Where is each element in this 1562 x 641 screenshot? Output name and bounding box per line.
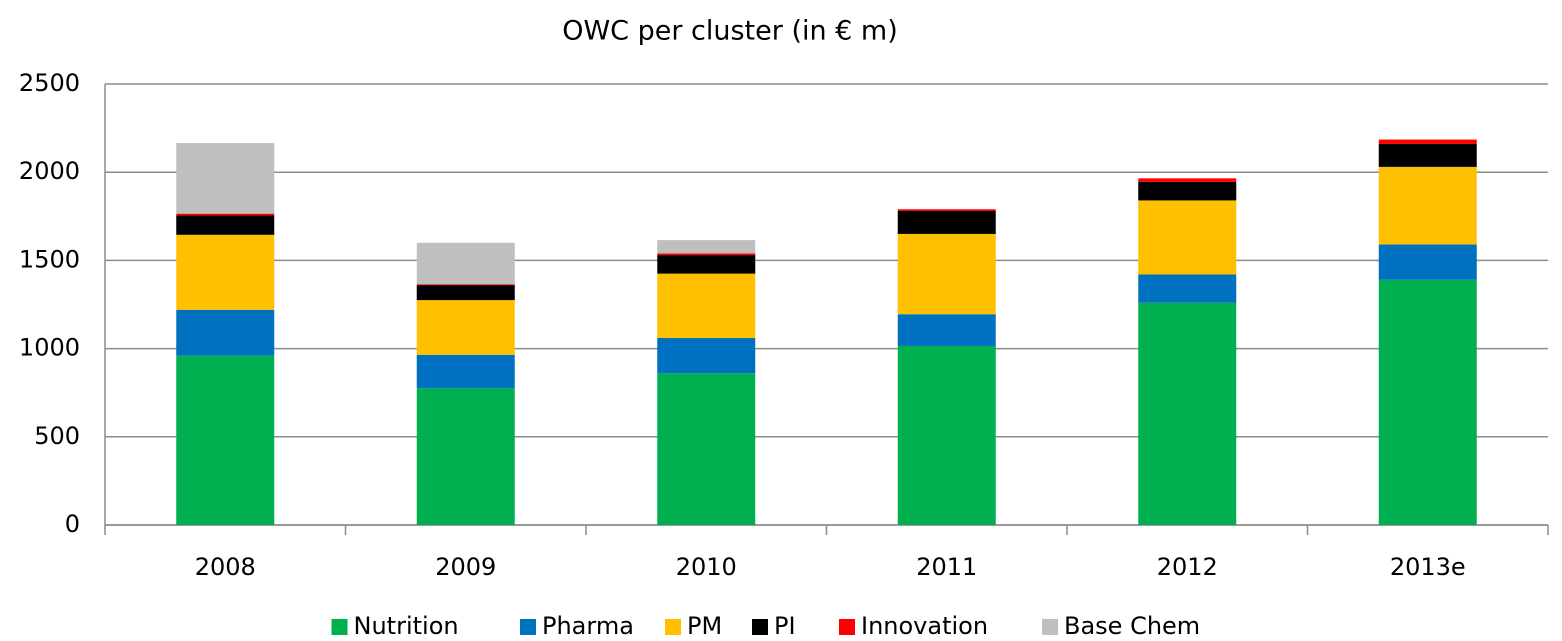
legend-swatch (665, 619, 681, 635)
bar-segment (176, 234, 275, 310)
bar-segment (657, 273, 756, 339)
bar-segment (897, 314, 996, 346)
bar-segment (1138, 302, 1237, 525)
bar-segment (416, 300, 515, 355)
legend-swatch (520, 619, 536, 635)
legend-label: Nutrition (354, 612, 459, 640)
bar-segment (176, 143, 275, 214)
legend-swatch (839, 619, 855, 635)
y-tick-label: 1500 (19, 245, 80, 273)
bar-segment (657, 253, 756, 256)
legend-swatch (331, 619, 348, 635)
x-tick-label: 2010 (676, 553, 737, 581)
legend-label: Innovation (861, 612, 988, 640)
bar-segment (1378, 244, 1477, 280)
x-tick-label: 2011 (916, 553, 977, 581)
bar-segment (416, 354, 515, 389)
bar-segment (1378, 279, 1477, 525)
y-tick-label: 500 (34, 422, 80, 450)
legend-swatch (752, 619, 768, 635)
legend-label: Base Chem (1064, 612, 1200, 640)
y-tick-label: 0 (65, 510, 80, 538)
bar-segment (897, 233, 996, 315)
bar-segment (1138, 181, 1237, 201)
y-tick-label: 1000 (19, 334, 80, 362)
x-tick-label: 2012 (1157, 553, 1218, 581)
legend-label: Pharma (542, 612, 634, 640)
bar-segment (897, 345, 996, 525)
bar-segment (1378, 166, 1477, 245)
bar-segment (1378, 143, 1477, 167)
bar-segment (416, 284, 515, 286)
chart-title: OWC per cluster (in € m) (562, 16, 898, 47)
bar-segment (657, 240, 756, 254)
x-tick-label: 2008 (195, 553, 256, 581)
bar-segment (897, 211, 996, 234)
legend-label: PI (774, 612, 796, 640)
y-tick-label: 2500 (19, 69, 80, 97)
bar-segment (1138, 178, 1237, 182)
bar-segment (1138, 200, 1237, 275)
bar-segment (657, 373, 756, 525)
bar-segment (416, 285, 515, 301)
bar-segment (1378, 139, 1477, 144)
bar-segment (176, 355, 275, 525)
x-tick-label: 2013e (1390, 553, 1466, 581)
bar-segment (176, 215, 275, 235)
legend-label: PM (687, 612, 722, 640)
bar-segment (657, 255, 756, 274)
x-tick-label: 2009 (435, 553, 496, 581)
bar-segment (416, 388, 515, 525)
legend-swatch (1042, 619, 1058, 635)
bar-segment (1138, 274, 1237, 303)
y-tick-label: 2000 (19, 157, 80, 185)
bar-segment (416, 242, 515, 285)
bar-segment (897, 209, 996, 212)
bar-segment (176, 213, 275, 216)
bar-segment (176, 309, 275, 356)
bar-segment (657, 338, 756, 374)
